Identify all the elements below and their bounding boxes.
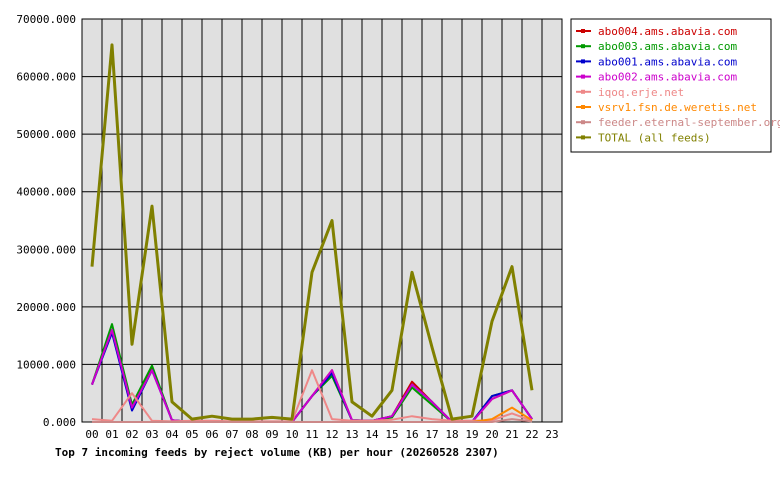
legend-label: abo002.ams.abavia.com [598, 71, 737, 84]
x-tick-label: 10 [285, 428, 298, 441]
x-tick-label: 05 [185, 428, 198, 441]
x-tick-label: 17 [425, 428, 438, 441]
legend-marker [581, 44, 585, 49]
x-tick-label: 04 [165, 428, 179, 441]
x-tick-label: 11 [305, 428, 318, 441]
x-tick-label: 23 [545, 428, 558, 441]
x-tick-label: 16 [405, 428, 418, 441]
legend-label: iqoq.erje.net [598, 86, 684, 99]
y-tick-label: 10000.000 [16, 358, 76, 371]
x-tick-label: 13 [345, 428, 358, 441]
x-tick-label: 07 [225, 428, 238, 441]
y-axis-ticks: 0.000 10000.000 20000.000 30000.000 40000.00… [16, 13, 76, 429]
x-tick-label: 02 [125, 428, 138, 441]
x-tick-label: 01 [105, 428, 118, 441]
legend-marker [581, 105, 585, 109]
y-tick-label: 50000.000 [16, 128, 76, 141]
legend-label: feeder.eternal-september.org [598, 116, 780, 129]
x-tick-label: 03 [145, 428, 158, 441]
series-line [92, 418, 533, 423]
legend-box [570, 18, 772, 153]
series-line [90, 43, 534, 421]
y-tick-label: 40000.000 [16, 186, 76, 199]
legend-label: abo003.ams.abavia.com [598, 40, 737, 53]
y-tick-label: 0.000 [43, 416, 76, 429]
x-tick-label: 12 [325, 428, 338, 441]
legend-label: abo004.ams.abavia.com [598, 25, 737, 38]
series-lines [90, 43, 534, 423]
legend-marker [581, 120, 585, 125]
y-tick-label: 20000.000 [16, 301, 76, 314]
x-tick-label: 09 [265, 428, 278, 441]
x-tick-label: 21 [505, 428, 518, 441]
legend-marker [581, 74, 585, 79]
x-tick-label: 14 [365, 428, 379, 441]
legend: abo004.ams.abavia.com abo003.ams.abavia.c… [570, 18, 780, 153]
chart-title: Top 7 incoming feeds by reject volume (K… [55, 446, 499, 459]
x-tick-label: 08 [245, 428, 258, 441]
x-tick-label: 18 [445, 428, 458, 441]
x-axis-ticks: 00 01 02 03 04 05 06 07 08 09 10 11 12 13 14 15 16 17 18 19… [85, 428, 558, 441]
legend-label: abo001.ams.abavia.com [598, 55, 737, 68]
legend-marker [581, 29, 585, 33]
x-tick-label: 06 [205, 428, 218, 441]
x-tick-label: 00 [85, 428, 98, 441]
legend-label: TOTAL (all feeds) [598, 131, 711, 144]
y-tick-label: 30000.000 [16, 243, 76, 256]
x-tick-label: 15 [385, 428, 398, 441]
legend-marker [581, 135, 585, 140]
x-tick-label: 22 [525, 428, 538, 441]
legend-marker [581, 59, 585, 64]
x-tick-label: 19 [465, 428, 478, 441]
x-tick-label: 20 [485, 428, 498, 441]
legend-label: vsrv1.fsn.de.weretis.net [598, 101, 757, 114]
legend-marker [581, 89, 585, 94]
y-tick-label: 60000.000 [16, 71, 76, 84]
y-tick-label: 70000.000 [16, 13, 76, 26]
